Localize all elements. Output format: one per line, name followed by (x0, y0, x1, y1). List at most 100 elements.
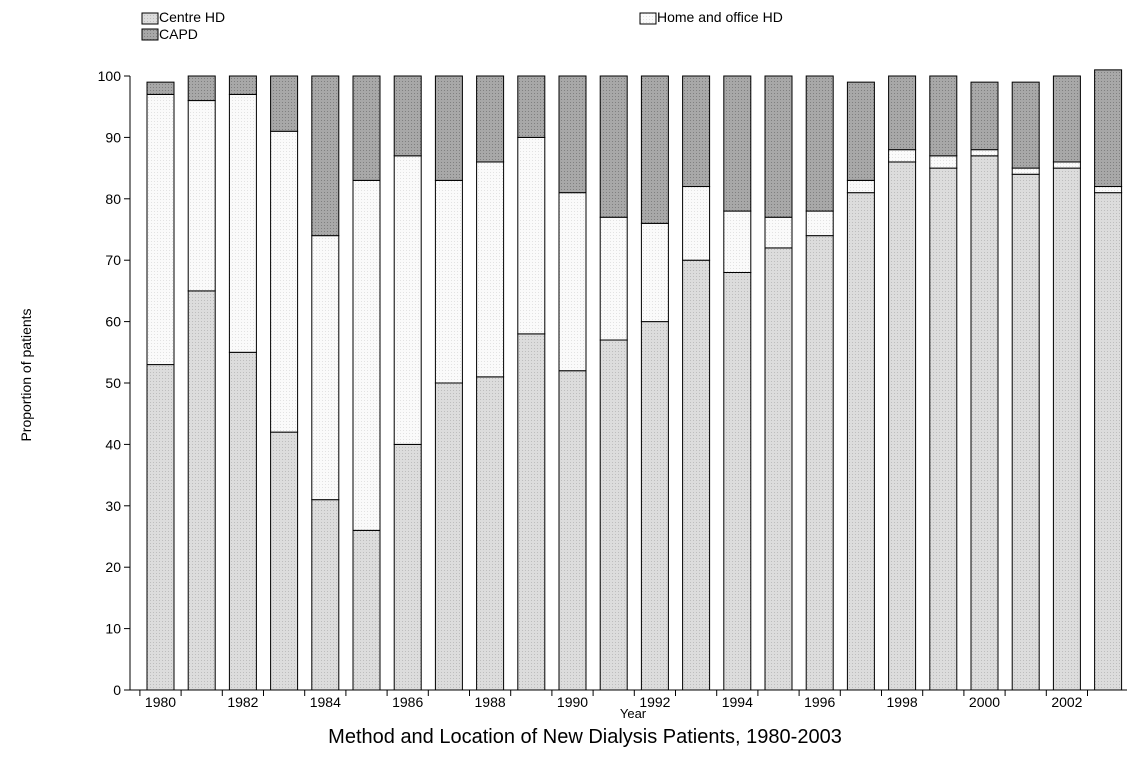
bar-group (1052, 75, 1081, 691)
bar-centre-hd (146, 364, 175, 691)
bar-capd (846, 81, 875, 181)
x-tick-label: 1998 (887, 694, 918, 710)
bar-group (888, 75, 917, 691)
bar-group (1011, 81, 1040, 691)
y-tick-label: 90 (105, 129, 121, 145)
bar-group (929, 75, 958, 691)
x-tick-label: 1988 (475, 694, 506, 710)
bar-home-office-hd (682, 186, 711, 261)
bar-capd (723, 75, 752, 212)
bar-group (270, 75, 299, 691)
legend-item-capd: CAPD (141, 26, 198, 42)
bar-group (228, 75, 257, 691)
bar-group (682, 75, 711, 691)
bar-home-office-hd (1094, 186, 1123, 194)
bar-centre-hd (476, 376, 505, 691)
bar-capd (434, 75, 463, 181)
bar-home-office-hd (146, 93, 175, 366)
bar-capd (682, 75, 711, 188)
bar-capd (970, 81, 999, 151)
legend-label-home-office-hd: Home and office HD (657, 9, 783, 25)
bar-capd (228, 75, 257, 95)
y-tick-label: 80 (105, 191, 121, 207)
bar-centre-hd (640, 321, 669, 691)
bar-home-office-hd (805, 210, 834, 237)
bar-home-office-hd (434, 179, 463, 384)
bar-group (187, 75, 216, 691)
bar-group (393, 75, 422, 691)
y-tick-label: 40 (105, 436, 121, 452)
bar-capd (805, 75, 834, 212)
bar-centre-hd (764, 247, 793, 691)
bar-centre-hd (558, 370, 587, 691)
bar-home-office-hd (723, 210, 752, 273)
legend: Centre HD CAPD Home and office HD (141, 9, 783, 42)
bar-centre-hd (187, 290, 216, 691)
bar-centre-hd (599, 339, 628, 691)
bar-capd (1094, 69, 1123, 188)
bar-home-office-hd (558, 192, 587, 372)
bar-home-office-hd (929, 155, 958, 169)
bar-home-office-hd (970, 149, 999, 157)
bar-home-office-hd (1011, 167, 1040, 175)
bar-capd (476, 75, 505, 163)
y-tick-label: 100 (98, 68, 122, 84)
y-ticks: 0 10 20 30 40 50 60 70 80 90 100 (98, 68, 130, 698)
bar-capd (764, 75, 793, 218)
bar-capd (311, 75, 340, 237)
bar-centre-hd (805, 235, 834, 691)
bar-capd (393, 75, 422, 157)
x-tick-label: 1990 (557, 694, 588, 710)
y-tick-label: 70 (105, 252, 121, 268)
bar-home-office-hd (640, 222, 669, 323)
x-tick-label: 1992 (639, 694, 670, 710)
bar-centre-hd (434, 382, 463, 691)
bar-centre-hd (1011, 173, 1040, 691)
chart-title: Method and Location of New Dialysis Pati… (328, 726, 842, 748)
x-tick-label: 2002 (1051, 694, 1082, 710)
bar-group (846, 81, 875, 691)
bar-home-office-hd (517, 136, 546, 335)
bar-capd (888, 75, 917, 151)
bar-capd (187, 75, 216, 102)
legend-item-home-office-hd: Home and office HD (639, 9, 783, 25)
bar-group (970, 81, 999, 691)
x-tick-label: 1994 (722, 694, 753, 710)
bar-capd (599, 75, 628, 218)
bar-centre-hd (723, 271, 752, 691)
bar-centre-hd (1052, 167, 1081, 691)
x-tick-label: 2000 (969, 694, 1000, 710)
bar-centre-hd (846, 192, 875, 691)
y-tick-label: 50 (105, 375, 121, 391)
bars (146, 69, 1123, 691)
bar-group (517, 75, 546, 691)
bar-centre-hd (352, 529, 381, 691)
bar-capd (640, 75, 669, 224)
bar-group (805, 75, 834, 691)
bar-centre-hd (682, 259, 711, 691)
bar-capd (558, 75, 587, 194)
bar-capd (146, 81, 175, 95)
bar-capd (1011, 81, 1040, 169)
bar-group (1094, 69, 1123, 691)
x-axis-label: Year (620, 706, 647, 721)
bar-home-office-hd (228, 93, 257, 353)
x-tick-label: 1986 (392, 694, 423, 710)
bar-centre-hd (970, 155, 999, 691)
bar-group (764, 75, 793, 691)
legend-swatch-home-office-hd (639, 12, 657, 25)
bar-group (723, 75, 752, 691)
bar-home-office-hd (599, 216, 628, 341)
y-tick-label: 60 (105, 314, 121, 330)
bar-centre-hd (1094, 192, 1123, 691)
bar-capd (270, 75, 299, 132)
bar-home-office-hd (888, 149, 917, 163)
bar-group (146, 81, 175, 691)
bar-capd (1052, 75, 1081, 163)
bar-capd (517, 75, 546, 138)
y-tick-label: 0 (113, 682, 121, 698)
bar-home-office-hd (764, 216, 793, 249)
bar-capd (929, 75, 958, 157)
